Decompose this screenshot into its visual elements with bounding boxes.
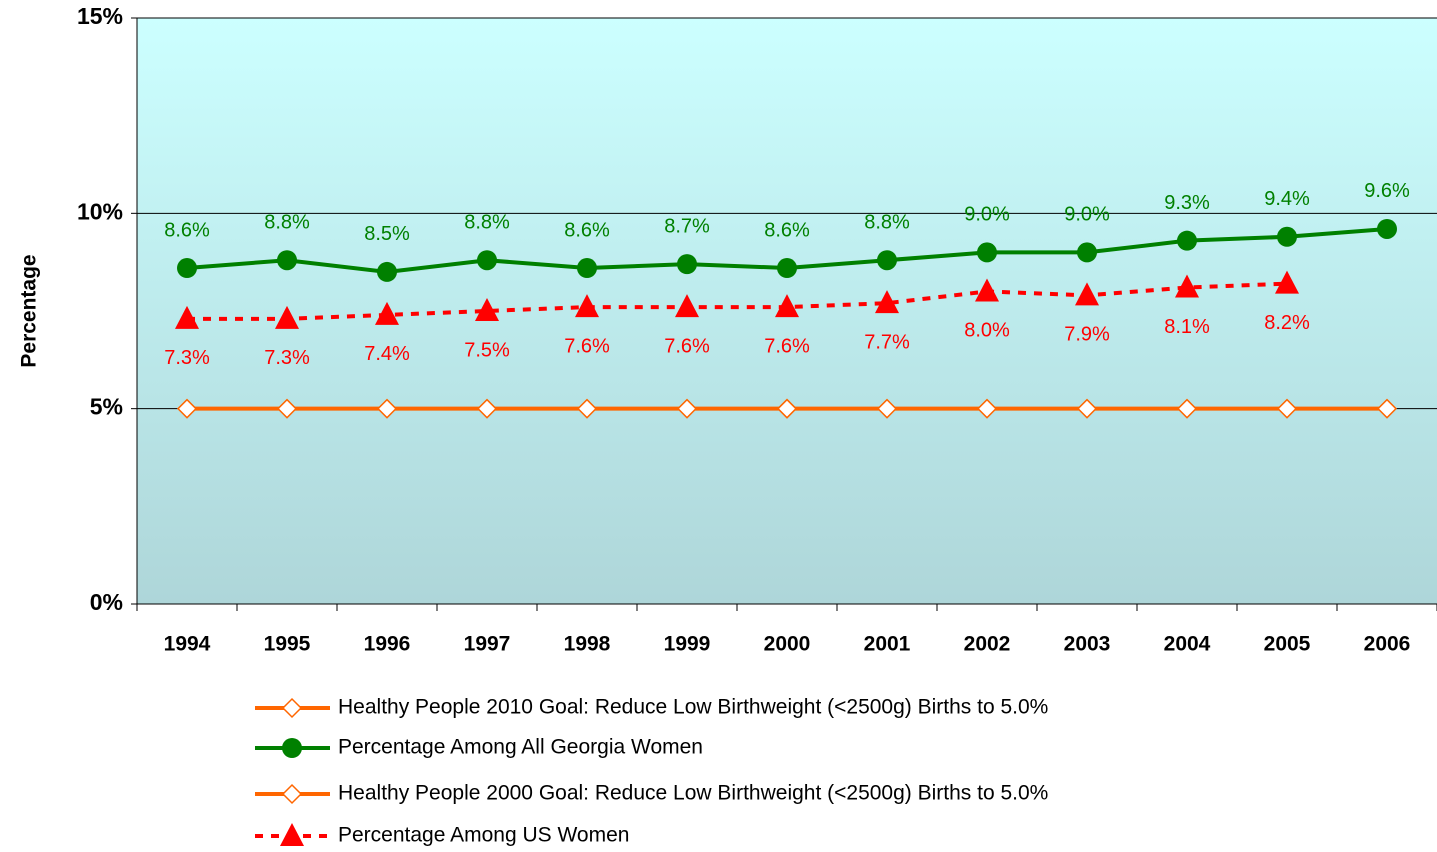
x-tick-label: 1995: [264, 633, 311, 656]
data-label: 7.3%: [264, 347, 310, 369]
x-tick-label: 2000: [764, 633, 811, 656]
marker: [175, 305, 199, 329]
marker: [1075, 282, 1099, 306]
marker: [477, 250, 497, 271]
data-label: 9.4%: [1264, 188, 1310, 210]
x-tick-label: 1994: [164, 633, 211, 656]
x-tick-label: 1999: [664, 633, 711, 656]
marker: [377, 261, 397, 282]
legend-label: Percentage Among US Women: [338, 824, 629, 847]
marker: [1376, 398, 1398, 419]
marker: [275, 305, 299, 329]
legend-label: Healthy People 2010 Goal: Reduce Low Bir…: [338, 696, 1048, 719]
marker: [1275, 270, 1299, 294]
y-tick-label: 10%: [77, 198, 123, 224]
data-label: 8.2%: [1264, 312, 1310, 334]
x-tick-label: 2002: [964, 633, 1011, 656]
marker: [977, 242, 997, 263]
marker: [281, 783, 303, 805]
marker: [1176, 398, 1198, 419]
marker: [676, 398, 698, 419]
legend-label: Healthy People 2000 Goal: Reduce Low Bir…: [338, 782, 1048, 805]
data-label: 9.0%: [964, 204, 1010, 226]
marker: [775, 294, 799, 318]
marker: [376, 398, 398, 419]
marker: [777, 258, 797, 279]
y-tick-label: 5%: [90, 394, 123, 420]
marker: [277, 250, 297, 271]
marker: [575, 294, 599, 318]
x-tick-label: 2006: [1364, 633, 1411, 656]
marker: [475, 298, 499, 321]
x-tick-label: 1996: [364, 633, 411, 656]
marker: [876, 398, 898, 419]
data-label: 8.7%: [664, 215, 710, 237]
marker: [976, 398, 998, 419]
marker: [1276, 398, 1298, 419]
x-tick-label: 2003: [1064, 633, 1111, 656]
marker: [1077, 242, 1097, 263]
data-label: 7.4%: [364, 343, 410, 365]
data-label: 8.1%: [1164, 316, 1210, 338]
marker: [776, 398, 798, 419]
marker: [375, 301, 399, 325]
legend-label: Percentage Among All Georgia Women: [338, 736, 703, 759]
data-label: 8.8%: [264, 211, 310, 233]
marker: [875, 290, 899, 314]
x-tick-label: 2001: [864, 633, 911, 656]
marker: [1175, 274, 1199, 298]
marker: [677, 254, 697, 275]
data-label: 9.0%: [1064, 204, 1110, 226]
marker: [1076, 398, 1098, 419]
series-line: [187, 281, 1288, 321]
marker: [877, 250, 897, 271]
data-label: 7.5%: [464, 339, 510, 361]
x-tick-label: 2004: [1164, 633, 1211, 656]
marker: [975, 278, 999, 302]
marker: [476, 398, 498, 419]
y-axis-label: Percentage: [18, 254, 41, 367]
marker: [1377, 218, 1397, 239]
data-label: 8.8%: [464, 211, 510, 233]
data-label: 7.3%: [164, 347, 210, 369]
data-label: 9.3%: [1164, 192, 1210, 214]
marker: [1277, 226, 1297, 247]
data-label: 7.6%: [764, 335, 810, 357]
data-label: 9.6%: [1364, 180, 1410, 202]
marker: [576, 398, 598, 419]
y-tick-label: 0%: [90, 589, 123, 615]
data-label: 8.0%: [964, 320, 1010, 342]
marker: [177, 258, 197, 279]
marker: [282, 738, 302, 758]
marker: [675, 294, 699, 318]
data-label: 7.7%: [864, 331, 910, 353]
x-tick-label: 2005: [1264, 633, 1311, 656]
marker: [280, 823, 304, 846]
data-label: 8.8%: [864, 211, 910, 233]
marker: [281, 697, 303, 719]
marker: [276, 398, 298, 419]
y-tick-label: 15%: [77, 3, 123, 29]
x-tick-label: 1998: [564, 633, 611, 656]
data-label: 7.6%: [664, 335, 710, 357]
marker: [577, 258, 597, 279]
data-label: 8.6%: [564, 219, 610, 241]
data-label: 7.9%: [1064, 324, 1110, 346]
marker: [1177, 230, 1197, 251]
data-label: 7.6%: [564, 335, 610, 357]
data-label: 8.6%: [164, 219, 210, 241]
marker: [176, 398, 198, 419]
data-label: 8.6%: [764, 219, 810, 241]
x-tick-label: 1997: [464, 633, 511, 656]
data-label: 8.5%: [364, 223, 410, 245]
